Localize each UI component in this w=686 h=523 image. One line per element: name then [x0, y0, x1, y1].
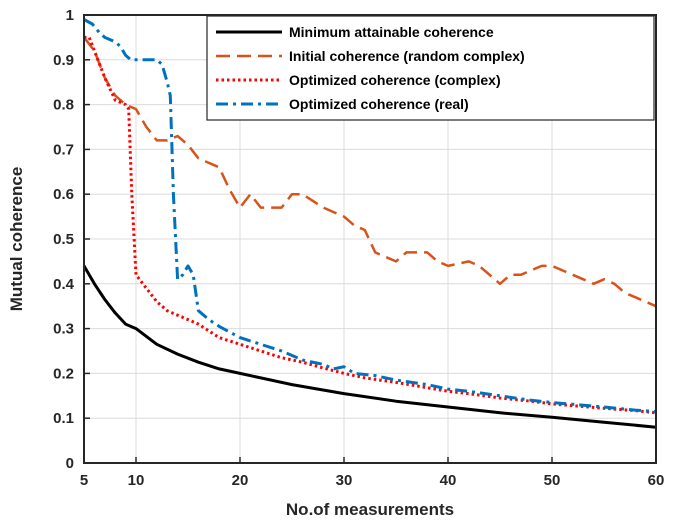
- x-tick-label: 10: [128, 472, 145, 489]
- y-tick-label: 0.7: [53, 141, 74, 158]
- x-axis-label: No.of measurements: [286, 500, 454, 519]
- x-tick-label: 40: [440, 472, 457, 489]
- y-tick-label: 1: [66, 7, 74, 24]
- legend-label-3: Optimized coherence (complex): [289, 72, 501, 88]
- y-tick-label: 0.5: [53, 231, 74, 248]
- y-tick-label: 0.4: [53, 276, 75, 293]
- series-line-4: [83, 18, 657, 413]
- x-tick-label: 5: [80, 472, 88, 489]
- y-tick-label: 0.1: [53, 410, 74, 427]
- y-axis-label: Mutual coherence: [7, 167, 26, 312]
- y-tick-label: 0: [66, 455, 74, 472]
- y-tick-label: 0.6: [53, 186, 74, 203]
- y-tick-label: 0.8: [53, 97, 74, 114]
- x-tick-label: 20: [232, 472, 249, 489]
- y-tick-label: 0.2: [53, 365, 74, 382]
- series-layer: [82, 18, 657, 429]
- series-line-2: [83, 36, 657, 308]
- x-tick-labels: 5 10 20 30 40 50 60: [80, 457, 665, 489]
- series-line-1: [82, 265, 657, 429]
- y-tick-label: 0.9: [53, 52, 74, 69]
- y-tick-labels: 0 0.1 0.2 0.3 0.4 0.5 0.6 0.7 0.8 0.9 1: [53, 7, 90, 472]
- legend-label-2: Initial coherence (random complex): [289, 48, 525, 64]
- x-tick-label: 50: [544, 472, 561, 489]
- legend: Minimum attainable coherence Initial cohe…: [206, 15, 655, 121]
- legend-label-1: Minimum attainable coherence: [289, 24, 494, 40]
- y-tick-label: 0.3: [53, 321, 74, 338]
- x-tick-label: 60: [648, 472, 665, 489]
- x-tick-label: 30: [336, 472, 353, 489]
- series-line-3: [84, 35, 657, 415]
- legend-label-4: Optimized coherence (real): [289, 96, 469, 112]
